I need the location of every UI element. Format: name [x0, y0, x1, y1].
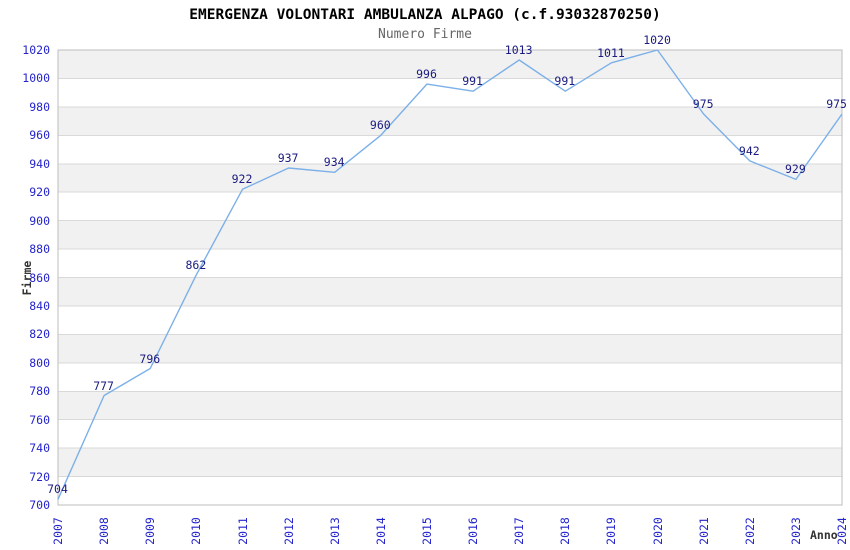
series-line: [57, 49, 843, 500]
x-tick-label: 2009: [143, 517, 158, 545]
x-tick-label: 2018: [558, 517, 573, 545]
x-tick-label: 2012: [281, 517, 296, 545]
x-tick-label: 2010: [189, 517, 204, 545]
y-tick-label: 720: [29, 469, 50, 484]
data-label: 934: [323, 155, 345, 170]
data-label: 796: [139, 351, 161, 366]
y-tick-label: 920: [29, 185, 50, 200]
x-tick-label: 2022: [742, 517, 757, 545]
data-label: 975: [826, 97, 847, 111]
y-tick-label: 860: [29, 270, 50, 285]
data-label: 960: [369, 118, 391, 133]
x-tick-label: 2019: [604, 517, 619, 545]
data-label: 991: [554, 74, 576, 89]
data-label: 937: [277, 151, 299, 165]
x-tick-label: 2014: [373, 517, 388, 545]
y-tick-label: 1020: [22, 43, 50, 57]
data-label: 777: [93, 378, 114, 393]
x-tick-label: 2008: [97, 517, 112, 545]
x-tick-label: 2020: [650, 517, 665, 545]
data-label: 996: [416, 67, 437, 82]
data-label: 862: [185, 257, 207, 272]
x-tick-label: 2023: [788, 517, 803, 545]
x-tick-label: 2016: [466, 517, 481, 545]
y-tick-label: 900: [29, 213, 50, 228]
chart-title: EMERGENZA VOLONTARI AMBULANZA ALPAGO (c.…: [189, 7, 661, 23]
x-tick-label: 2017: [512, 517, 527, 545]
x-tick-label: 2021: [696, 517, 711, 545]
data-label: 991: [462, 74, 483, 89]
y-tick-label: 820: [29, 327, 50, 342]
x-tick-label: 2011: [235, 517, 250, 545]
y-tick-label: 760: [29, 412, 50, 427]
data-label: 922: [231, 172, 253, 187]
data-label: 929: [785, 162, 806, 177]
x-tick-label: 2013: [327, 517, 342, 545]
chart-subtitle: Numero Firme: [378, 27, 472, 42]
y-tick-label: 840: [29, 298, 50, 313]
x-axis-title: Anno: [810, 528, 838, 542]
data-label: 1013: [504, 43, 533, 57]
y-tick-label: 800: [29, 355, 50, 370]
data-label: 975: [692, 97, 714, 111]
data-label: 942: [738, 143, 760, 158]
y-tick-label: 1000: [22, 71, 50, 86]
y-axis-title: Firme: [20, 260, 34, 296]
y-tick-label: 980: [29, 99, 50, 114]
y-tick-label: 740: [29, 441, 50, 456]
data-label: 704: [47, 482, 68, 497]
data-label: 1020: [643, 33, 671, 47]
x-tick-label: 2015: [419, 517, 434, 545]
y-tick-label: 700: [29, 498, 50, 512]
y-tick-label: 780: [29, 384, 50, 399]
y-tick-label: 880: [29, 242, 50, 257]
y-tick-label: 940: [29, 156, 50, 171]
y-tick-label: 960: [29, 128, 50, 143]
x-tick-label: 2007: [51, 517, 65, 545]
data-label: 1011: [597, 45, 625, 60]
